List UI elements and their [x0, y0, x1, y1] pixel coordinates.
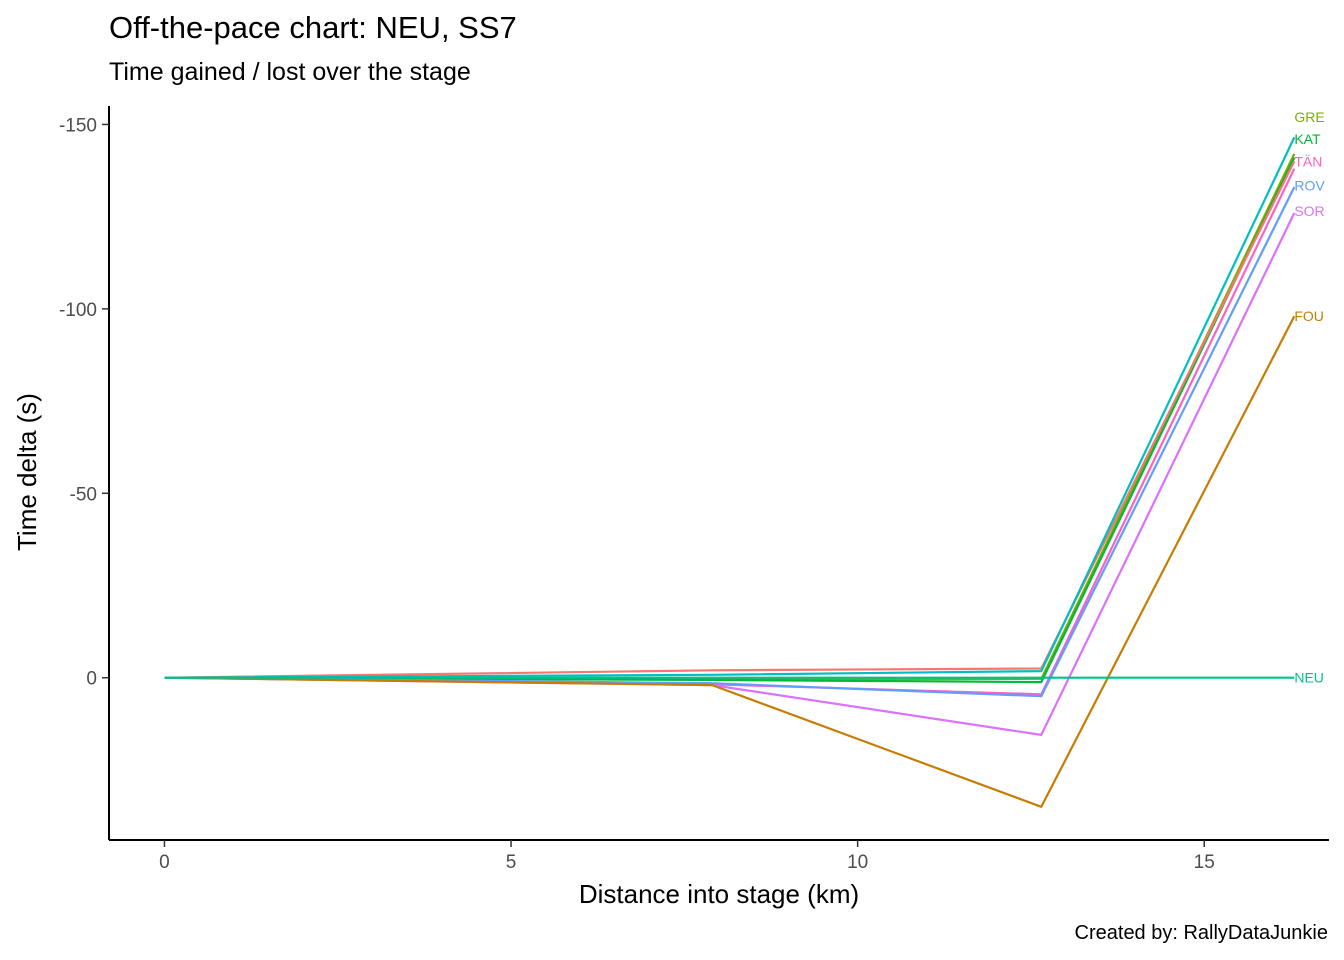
chart-marks: GRE KAT TÄN ROV SOR FOU NEU	[164, 109, 1325, 808]
end-label-sor: SOR	[1294, 203, 1324, 219]
series-line-fou	[164, 315, 1296, 808]
x-tick-label: 15	[1194, 852, 1215, 873]
y-tick-label: 0	[86, 669, 97, 690]
x-tick-label: 0	[159, 852, 170, 873]
y-tick-label: -50	[70, 484, 97, 505]
series-line-gre	[164, 153, 1296, 681]
end-label-rov: ROV	[1294, 177, 1325, 193]
series-line-kat	[164, 157, 1296, 684]
end-label-fou: FOU	[1294, 308, 1324, 324]
axis-ticks: 0 5 10 15 -150 -100 -50 0	[59, 115, 1215, 873]
y-axis-title: Time delta (s)	[12, 393, 42, 551]
end-label-kat: KAT	[1294, 131, 1321, 147]
series-line-tän	[164, 168, 1296, 696]
series-line-unlabeled	[164, 136, 1296, 679]
series-line-rov	[164, 186, 1296, 698]
x-tick-label: 5	[506, 852, 517, 873]
chart-subtitle: Time gained / lost over the stage	[109, 58, 471, 86]
x-axis-title: Distance into stage (km)	[579, 879, 859, 909]
chart-title: Off-the-pace chart: NEU, SS7	[109, 10, 517, 45]
y-tick-label: -100	[59, 300, 97, 321]
x-tick-label: 10	[847, 852, 868, 873]
y-tick-label: -150	[59, 115, 97, 136]
end-label-tän: TÄN	[1294, 153, 1322, 169]
end-label-gre: GRE	[1294, 109, 1324, 125]
series-line-tän	[164, 160, 1296, 679]
series-line-sor	[164, 212, 1296, 737]
end-label-neu: NEU	[1294, 670, 1324, 686]
chart-caption: Created by: RallyDataJunkie	[1074, 922, 1328, 944]
